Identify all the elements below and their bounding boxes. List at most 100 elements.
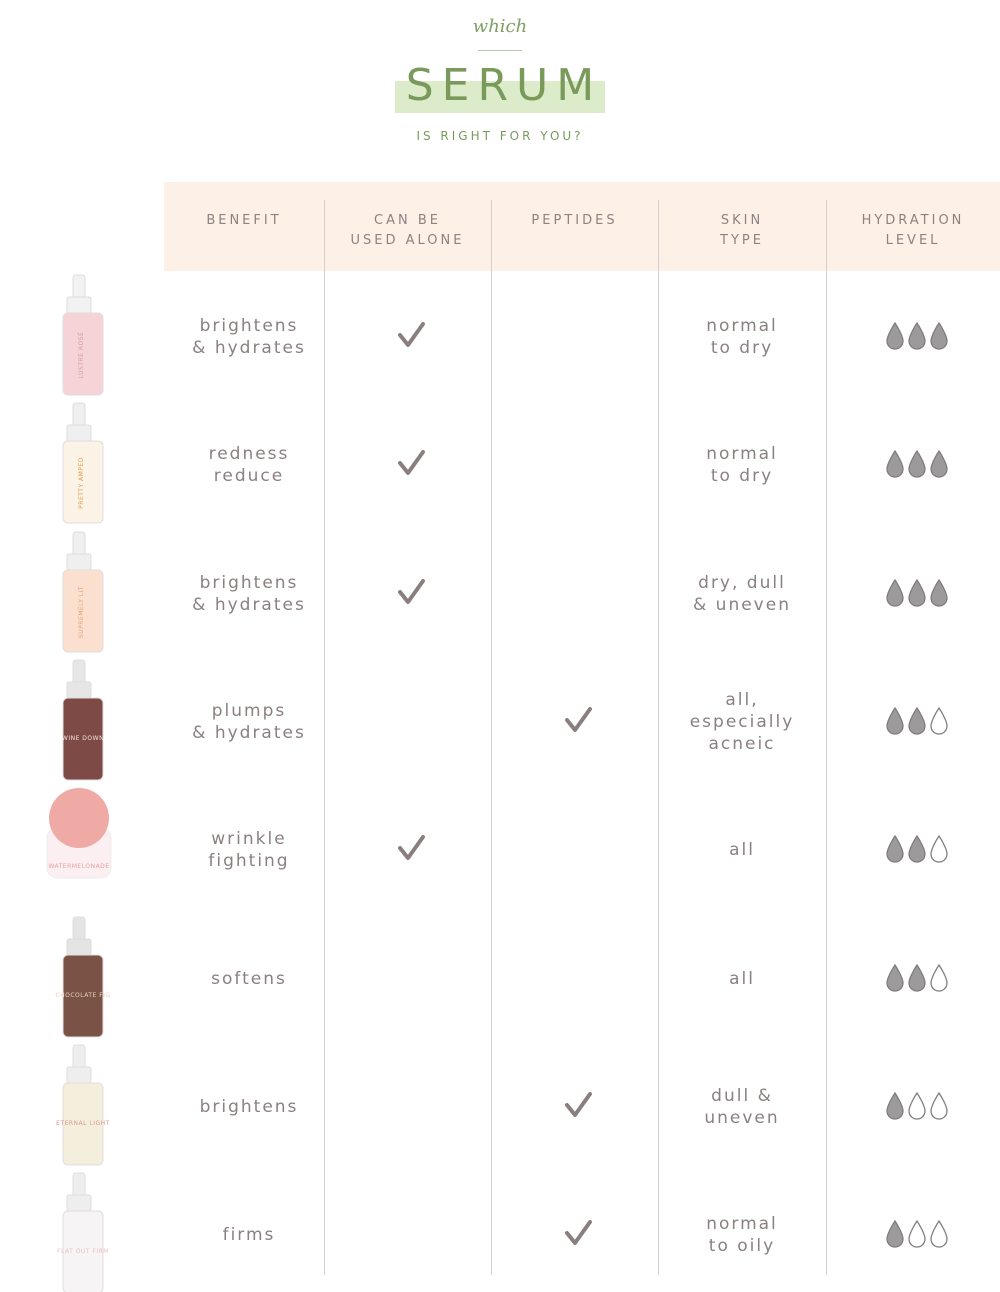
drop	[930, 835, 948, 863]
drop	[930, 578, 948, 607]
hydration-drops	[886, 1091, 948, 1120]
checkmark	[397, 835, 425, 861]
skin-type: all, especially acneic	[689, 689, 795, 754]
benefit: wrinkle fighting	[208, 829, 290, 872]
check-stroke	[564, 706, 592, 732]
skin-type: dry, dull & uneven	[693, 572, 791, 615]
collar	[66, 424, 92, 442]
pump	[72, 1172, 86, 1198]
pump	[72, 402, 86, 428]
check-stroke	[397, 578, 425, 604]
drop	[886, 321, 904, 350]
collar	[66, 1194, 92, 1212]
jar-lid	[49, 788, 109, 849]
header-band	[164, 182, 1000, 271]
skin-type: normal to dry	[706, 444, 778, 487]
drop	[908, 321, 926, 350]
bottle-body	[62, 1210, 104, 1292]
drop	[930, 1219, 948, 1248]
collar	[66, 1066, 92, 1084]
drop	[886, 578, 904, 607]
bottle-body	[62, 1082, 104, 1166]
product-image: SUPREMELY LIT	[62, 531, 104, 653]
hydration-drops	[886, 321, 948, 350]
benefit: plumps & hydrates	[192, 700, 306, 743]
collar	[66, 938, 92, 955]
skin-type: dull & uneven	[704, 1085, 780, 1128]
product-name: CHOCOLATE FIG	[55, 992, 110, 999]
skin-type: all	[729, 968, 755, 989]
bottle-body	[62, 440, 104, 524]
hydration-drops	[886, 1219, 948, 1248]
drop	[908, 450, 926, 478]
bottle-body	[62, 569, 104, 653]
title: SERUM	[405, 60, 603, 111]
check-stroke	[397, 322, 425, 347]
collar	[66, 296, 92, 314]
collar	[66, 681, 92, 699]
product-name: WINE DOWN	[62, 735, 104, 742]
pump	[72, 274, 86, 300]
drop	[908, 1091, 926, 1120]
kicker: which	[472, 16, 528, 37]
checkmark	[564, 1220, 592, 1246]
product-name: FLAT OUT FIRM	[57, 1248, 109, 1255]
title-highlight	[395, 81, 605, 113]
bottle-body	[62, 954, 104, 1037]
product-name: PRETTY AMPED	[78, 457, 85, 509]
hydration-drops	[886, 450, 948, 478]
column-header: CAN BE USED ALONE	[350, 213, 465, 248]
hydration-drops	[886, 963, 948, 992]
benefit: brightens	[199, 1096, 299, 1117]
subtitle: IS RIGHT FOR YOU?	[416, 129, 584, 143]
drop	[886, 835, 904, 863]
benefit: firms	[222, 1225, 276, 1246]
product-name: WATERMELONADE	[48, 863, 109, 870]
column-divider	[324, 200, 325, 1275]
column-header: PEPTIDES	[531, 213, 618, 228]
drop	[886, 450, 904, 478]
checkmark	[397, 322, 425, 347]
column-divider	[826, 200, 827, 1275]
product-image: CHOCOLATE FIG	[55, 916, 110, 1037]
drop	[908, 963, 926, 992]
hydration-drops	[886, 835, 948, 863]
product-image: LUSTRE ROSÉ	[62, 274, 104, 396]
benefit: redness reduce	[208, 444, 290, 487]
drop	[930, 321, 948, 350]
drop	[930, 450, 948, 478]
column-header: BENEFIT	[206, 213, 282, 228]
drop	[930, 706, 948, 735]
checkmark	[564, 1091, 592, 1117]
column-divider	[491, 200, 492, 1275]
collar	[66, 553, 92, 571]
pump	[72, 659, 86, 685]
check-stroke	[564, 1220, 592, 1246]
checkmark	[397, 578, 425, 604]
benefit: brightens & hydrates	[192, 572, 306, 615]
hydration-drops	[886, 578, 948, 607]
check-stroke	[564, 1091, 592, 1117]
product-name: LUSTRE ROSÉ	[77, 332, 85, 379]
skin-type: normal to dry	[706, 316, 778, 358]
drop	[886, 963, 904, 992]
pump	[72, 531, 86, 557]
product-image: WINE DOWN	[62, 659, 104, 781]
bottle-body	[62, 697, 104, 781]
product-name: SUPREMELY LIT	[78, 586, 85, 638]
drop	[908, 835, 926, 863]
drop	[908, 706, 926, 735]
product-image: PRETTY AMPED	[62, 402, 104, 524]
benefit: brightens & hydrates	[192, 316, 306, 358]
drop	[886, 1091, 904, 1120]
pump	[72, 1044, 86, 1070]
benefit: softens	[211, 968, 287, 989]
drop	[930, 963, 948, 992]
product-image: WATERMELONADE	[46, 788, 112, 879]
checkmark	[397, 450, 425, 476]
pump	[72, 916, 86, 941]
column-header: HYDRATION LEVEL	[861, 213, 965, 248]
drop	[930, 1091, 948, 1120]
hydration-drops	[886, 706, 948, 735]
